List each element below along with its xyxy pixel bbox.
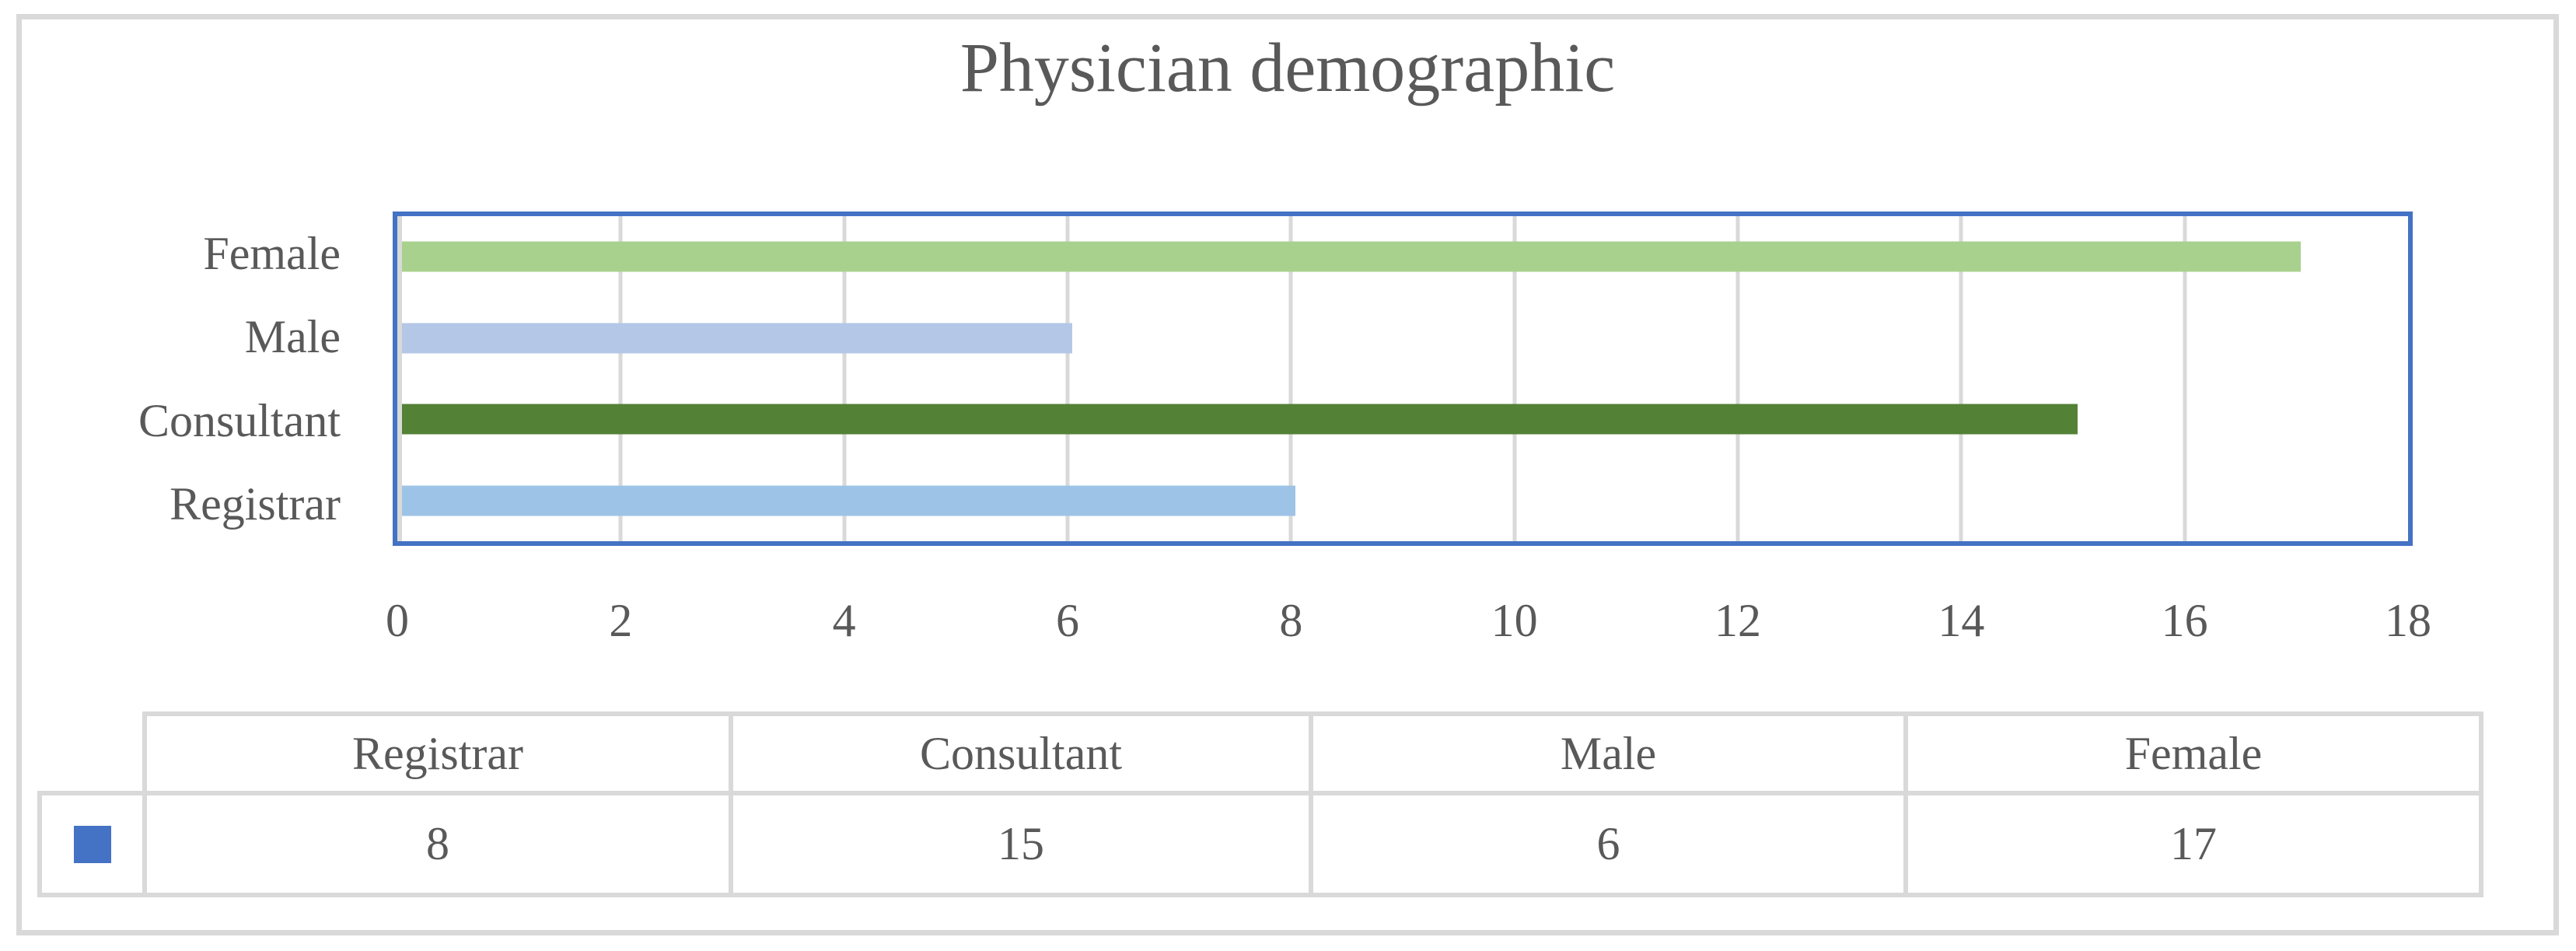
x-tick-label-8: 8 xyxy=(1279,595,1303,646)
x-tick-label-6: 6 xyxy=(1056,595,1079,646)
table-value-consultant: 15 xyxy=(729,791,1313,897)
y-axis-labels: Female Male Consultant Registrar xyxy=(47,212,341,546)
gridline-x-14 xyxy=(1959,216,1963,541)
legend-key-cell xyxy=(37,791,147,897)
gridline-x-16 xyxy=(2183,216,2187,541)
bar-registrar xyxy=(402,485,1296,516)
x-tick-label-12: 12 xyxy=(1714,595,1761,646)
table-value-female: 17 xyxy=(1903,791,2483,897)
bar-consultant xyxy=(402,404,2078,435)
gridline-x-12 xyxy=(1735,216,1740,541)
gridline-x-4 xyxy=(842,216,847,541)
table-header-row: Registrar Consultant Male Female xyxy=(40,712,2483,795)
x-tick-label-16: 16 xyxy=(2161,595,2208,646)
x-tick-label-10: 10 xyxy=(1491,595,1538,646)
gridline-x-10 xyxy=(1512,216,1517,541)
table-header-consultant: Consultant xyxy=(729,712,1313,795)
y-label-male: Male xyxy=(244,311,341,363)
x-tick-label-14: 14 xyxy=(1938,595,1985,646)
y-label-registrar: Registrar xyxy=(170,478,341,530)
y-axis-line xyxy=(397,216,402,541)
table-corner-cell xyxy=(40,714,145,793)
table-value-male: 6 xyxy=(1309,791,1908,897)
y-label-consultant: Consultant xyxy=(138,394,341,446)
table-value-registrar: 8 xyxy=(142,791,733,897)
data-table: Registrar Consultant Male Female 8 15 6 17 xyxy=(37,712,2483,897)
y-label-female: Female xyxy=(203,227,341,279)
x-tick-label-4: 4 xyxy=(832,595,856,646)
chart-title: Physician demographic xyxy=(959,30,1616,107)
gridline-x-2 xyxy=(618,216,623,541)
bar-female xyxy=(402,241,2302,272)
table-header-female: Female xyxy=(1903,712,2483,795)
table-header-male: Male xyxy=(1309,712,1908,795)
x-tick-label-0: 0 xyxy=(386,595,409,646)
table-header-registrar: Registrar xyxy=(142,712,733,795)
x-axis-ticks: 0 2 4 6 8 10 12 14 16 18 xyxy=(386,593,2431,663)
plot-area xyxy=(393,212,2413,546)
gridline-x-6 xyxy=(1065,216,1070,541)
plot-inner xyxy=(397,216,2408,541)
table-value-row: 8 15 6 17 xyxy=(37,791,2483,897)
series-legend-swatch xyxy=(73,825,111,863)
gridline-x-8 xyxy=(1288,216,1293,541)
bar-male xyxy=(402,323,1072,354)
x-tick-label-2: 2 xyxy=(609,595,633,646)
x-tick-label-18: 18 xyxy=(2385,595,2431,646)
